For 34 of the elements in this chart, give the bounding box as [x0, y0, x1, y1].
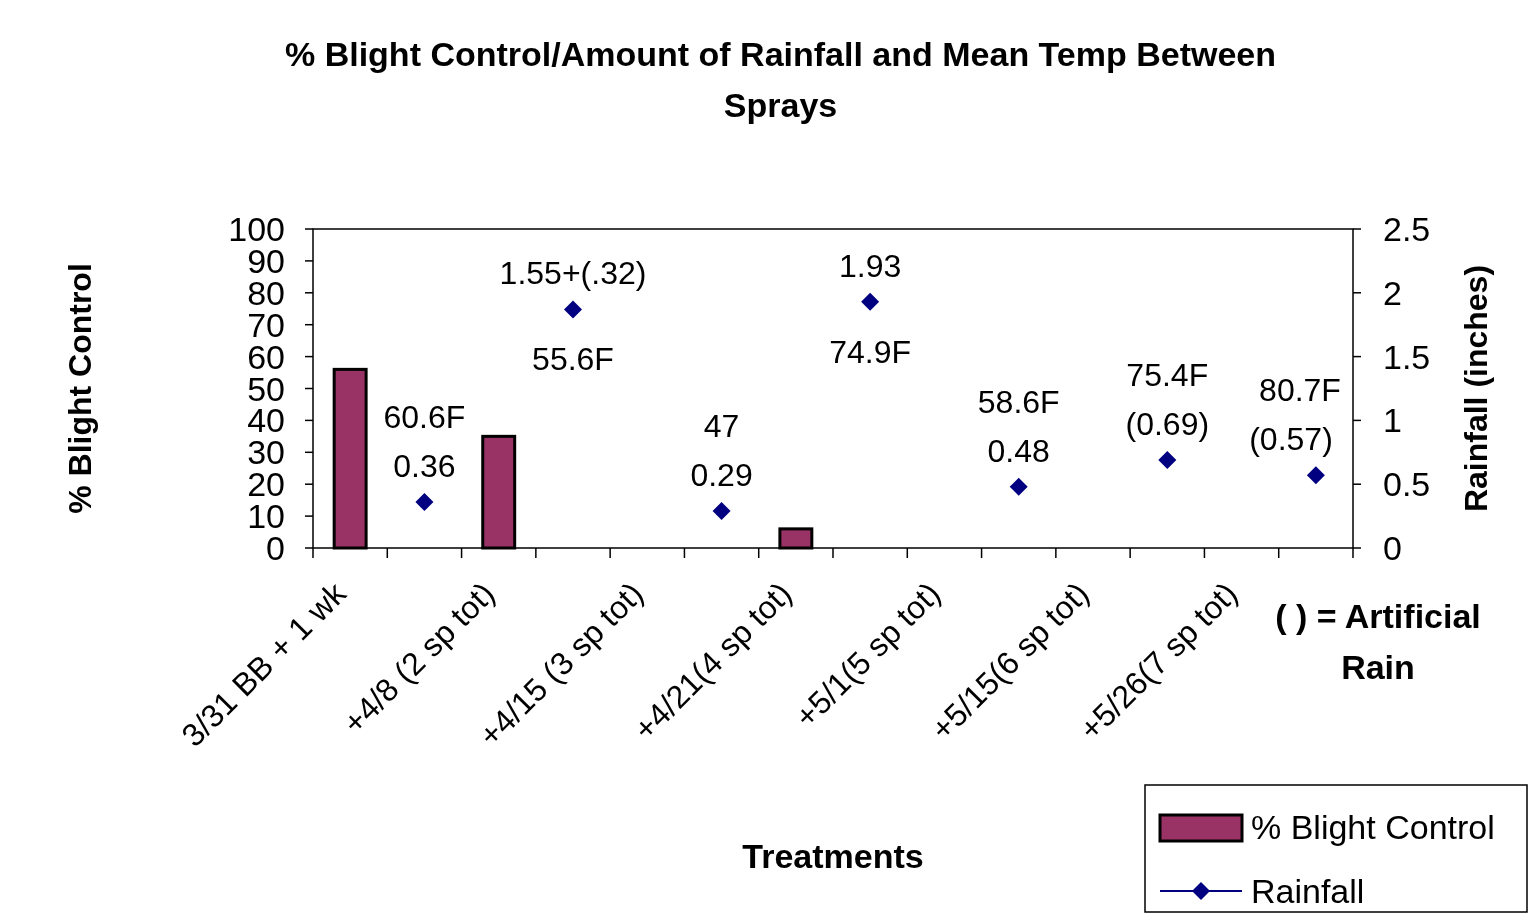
point — [712, 502, 731, 520]
annotation: 60.6F — [383, 399, 466, 436]
point — [415, 493, 434, 512]
data-label: 0.48 — [987, 432, 1050, 469]
y2-tick-label: 1 — [1383, 401, 1402, 440]
point — [1306, 466, 1325, 485]
y2-tick-label: 0.5 — [1383, 465, 1431, 504]
data-label: 1.93 — [839, 247, 902, 284]
annotation: 58.6F — [977, 383, 1060, 420]
y2-axis-title: Rainfall (inches) — [1458, 264, 1494, 513]
annotation: 55.6F — [532, 341, 614, 378]
data-label: 0.36 — [393, 448, 456, 485]
point — [1009, 477, 1028, 496]
text: ( ) = Artificial Rain — [1275, 597, 1481, 686]
data-label: 0.29 — [690, 457, 753, 493]
y2-tick-label: 2 — [1383, 273, 1402, 312]
annotation: 74.9F — [829, 333, 912, 370]
chart-title: % Blight Control/Amount of Rainfall and Mean Temp Between Sprays — [284, 35, 1277, 124]
annotation: 47 — [703, 408, 740, 444]
annotation: 80.7F — [1259, 372, 1341, 409]
y2-tick-label: 2.5 — [1383, 210, 1431, 248]
legend-label: Rainfall — [1251, 872, 1365, 910]
point — [861, 292, 880, 311]
data-label: (0.69) — [1125, 405, 1210, 442]
x-axis-title: Treatments — [742, 837, 924, 875]
y-axis-title: % Blight Control — [62, 263, 98, 514]
data-label: (0.57) — [1249, 421, 1333, 458]
annotation: 75.4F — [1126, 356, 1209, 393]
data-label: 1.55+(.32) — [499, 255, 647, 292]
y2-tick-label: 1.5 — [1383, 337, 1431, 376]
point — [1158, 450, 1177, 469]
y2-tick-label: 0 — [1383, 529, 1402, 567]
legend-label: % Blight Control — [1251, 808, 1495, 846]
point — [564, 300, 582, 319]
